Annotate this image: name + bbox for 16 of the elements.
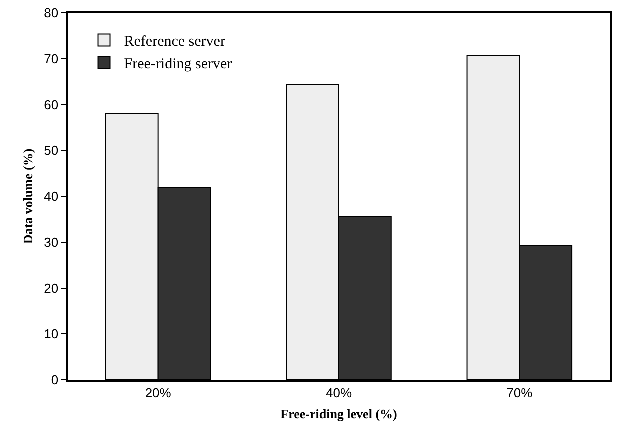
- legend-label: Free-riding server: [124, 56, 232, 73]
- y-tick-label: 20: [44, 280, 59, 296]
- x-axis-title: Free-riding level (%): [280, 406, 398, 422]
- y-tick-label: 40: [44, 189, 59, 204]
- y-tick-label: 70: [44, 51, 59, 66]
- y-tick-label: 10: [44, 326, 59, 342]
- y-tick-label: 0: [51, 372, 59, 388]
- y-tick-label: 80: [44, 6, 59, 21]
- x-tick-label: 20%: [145, 385, 172, 400]
- y-axis-title: Data volume (%): [20, 148, 36, 244]
- y-tick-label: 50: [44, 143, 59, 158]
- y-tick-label: 30: [44, 234, 59, 250]
- y-tick-label: 60: [44, 97, 59, 112]
- x-tick-label: 40%: [326, 385, 352, 400]
- x-tick-label: 70%: [506, 385, 534, 400]
- legend-label: Reference server: [124, 34, 226, 50]
